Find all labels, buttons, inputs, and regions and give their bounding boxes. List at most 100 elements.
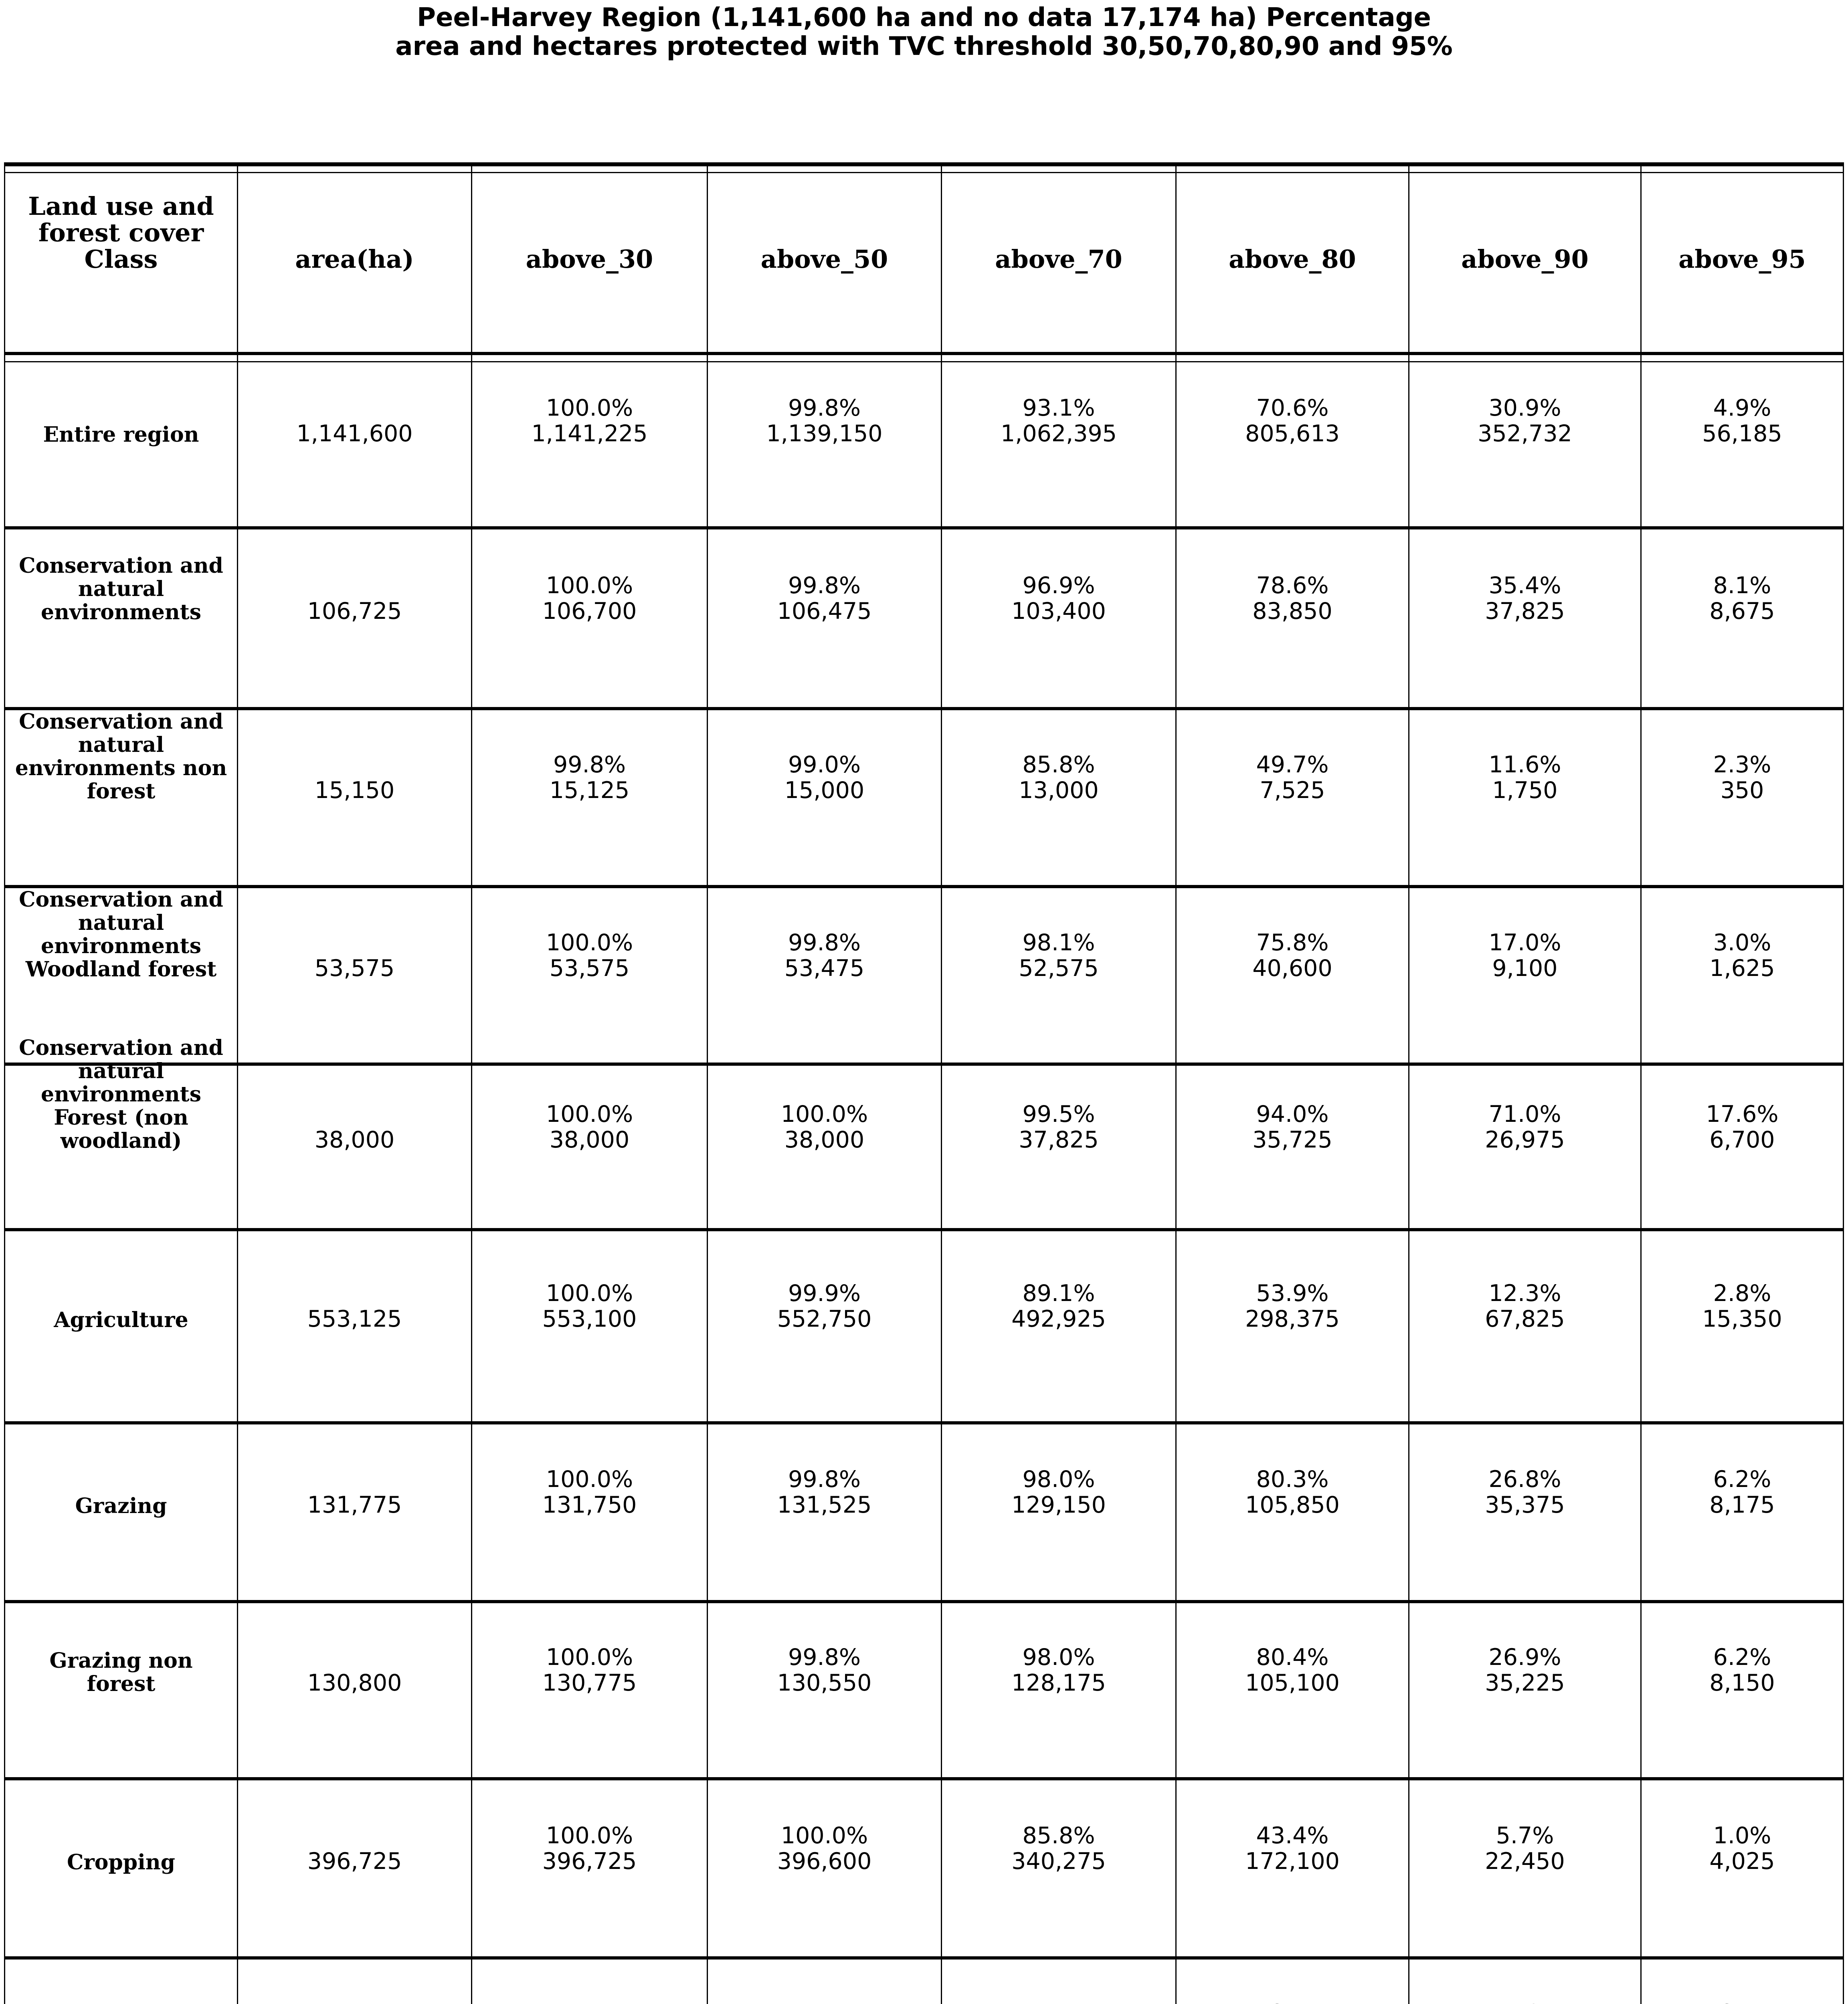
- row-5-above_90-cell: 71.0% 26,975: [1408, 1063, 1640, 1228]
- cell-anchor: 100.0% 38,000: [781, 1101, 868, 1153]
- cell-anchor: Irrigation: [64, 2000, 178, 2004]
- cell-anchor: 71.0% 26,975: [1485, 1101, 1565, 1153]
- hectares-value: 53,475: [784, 955, 865, 982]
- row-label: Grazing non forest: [49, 1648, 193, 1696]
- row-label: Conservation and natural environments Fo…: [19, 1035, 223, 1153]
- hectares-value: 1,625: [1709, 955, 1775, 982]
- row-8-area-cell: 130,800: [237, 1600, 471, 1777]
- cell-anchor: 35.4% 37,825: [1485, 573, 1565, 624]
- percent-value: 93.1%: [1022, 394, 1095, 421]
- row-5-above_70-cell: 99.5% 37,825: [941, 1063, 1175, 1228]
- percent-value: 100.0%: [781, 2000, 868, 2004]
- cell-anchor: 11.6% 1,750: [1488, 752, 1561, 803]
- header-anchor: Land use and forest cover Class: [28, 193, 214, 273]
- row-4-above_50-cell: 99.8% 53,475: [707, 885, 941, 1063]
- percent-value: 95.4%: [1022, 2000, 1095, 2004]
- row-8-above_70-cell: 98.0% 128,175: [941, 1600, 1175, 1777]
- hectares-value: 67,825: [1485, 1306, 1565, 1332]
- percent-value: 100.0%: [780, 1822, 868, 1849]
- cell-anchor: 80.4% 105,100: [1245, 1644, 1340, 1696]
- hectares-value: 8,150: [1709, 1670, 1775, 1696]
- header-cell-area(ha): area(ha): [237, 166, 471, 352]
- hectares-value: 26,975: [1485, 1126, 1565, 1153]
- percent-value: 6.2%: [1713, 1466, 1771, 1493]
- header-cell-above_80: above_80: [1175, 166, 1408, 352]
- cell-anchor: 131,775: [307, 1467, 402, 1518]
- hectares-value: 396,600: [777, 1848, 872, 1875]
- row-6-area-cell: 553,125: [237, 1228, 471, 1421]
- row-10-above_95-cell: 12.8%3,150: [1640, 1956, 1843, 2004]
- header-anchor: above_90: [1461, 246, 1589, 273]
- area-value: 131,775: [307, 1492, 402, 1518]
- cell-anchor: 26.8% 35,375: [1485, 1467, 1565, 1518]
- percent-value: 89.1%: [1022, 1280, 1095, 1307]
- percent-value: 100.0%: [546, 1466, 633, 1493]
- percent-value: 100.0%: [546, 2000, 633, 2004]
- percent-value: 99.9%: [788, 1280, 861, 1307]
- row-2-above_70-cell: 96.9% 103,400: [941, 526, 1175, 707]
- header-label: above_95: [1678, 244, 1806, 274]
- row-7-above_30-cell: 100.0% 131,750: [471, 1421, 707, 1600]
- area-value: 396,725: [307, 1848, 402, 1875]
- hectares-value: 492,925: [1011, 1306, 1106, 1332]
- cell-anchor: 85.8% 13,000: [1019, 752, 1098, 803]
- percent-value: 99.8%: [788, 1644, 861, 1671]
- hectares-value: 35,725: [1252, 1126, 1332, 1153]
- cell-anchor: 40.6%10,000: [1485, 2000, 1565, 2004]
- cell-anchor: 53,575: [315, 930, 394, 981]
- row-7-above_70-cell: 98.0% 129,150: [941, 1421, 1175, 1600]
- hectares-value: 352,732: [1478, 420, 1572, 447]
- percent-value: 80.3%: [1256, 1466, 1329, 1493]
- row-10-class-cell: Irrigation: [5, 1956, 237, 2004]
- row-label: Conservation and natural environments Wo…: [19, 887, 223, 982]
- cell-anchor: 89.1% 492,925: [1011, 1281, 1106, 1332]
- cell-anchor: 99.8% 15,125: [550, 752, 629, 803]
- header-label: area(ha): [295, 244, 414, 274]
- hectares-value: 106,475: [777, 598, 872, 624]
- cell-anchor: 2.3% 350: [1713, 752, 1771, 803]
- cell-anchor: 98.0% 129,150: [1011, 1467, 1106, 1518]
- cell-anchor: 106,725: [307, 573, 402, 624]
- cell-anchor: Agriculture: [54, 1281, 188, 1332]
- hectares-value: 103,400: [1011, 598, 1106, 624]
- cell-anchor: 80.3% 105,850: [1245, 1467, 1340, 1518]
- cell-anchor: Conservation and natural environments: [19, 554, 223, 624]
- header-label: above_50: [760, 244, 888, 274]
- cell-anchor: 82.9%20,425: [1252, 2000, 1332, 2004]
- percent-value: 71.0%: [1488, 1101, 1561, 1127]
- hectares-value: 130,775: [542, 1670, 637, 1696]
- cell-anchor: 2.8% 15,350: [1702, 1281, 1782, 1332]
- header-cell-class: Land use and forest cover Class: [5, 166, 237, 352]
- row-label: Grazing: [75, 1494, 167, 1518]
- percent-value: 82.9%: [1256, 2000, 1328, 2004]
- row-8-above_50-cell: 99.8% 130,550: [707, 1600, 941, 1777]
- hectares-value: 130,550: [777, 1670, 872, 1696]
- cell-anchor: 100.0% 553,100: [542, 1281, 637, 1332]
- row-1-class-cell: Entire region: [5, 352, 237, 526]
- row-2-above_90-cell: 35.4% 37,825: [1408, 526, 1640, 707]
- header-cell-above_90: above_90: [1408, 166, 1640, 352]
- hectares-value: 35,225: [1485, 1670, 1565, 1696]
- cell-anchor: 53.9% 298,375: [1245, 1281, 1340, 1332]
- cell-anchor: 6.2% 8,150: [1709, 1644, 1775, 1696]
- header-cell-above_70: above_70: [941, 166, 1175, 352]
- percent-value: 2.3%: [1713, 752, 1771, 778]
- row-8-class-cell: Grazing non forest: [5, 1600, 237, 1777]
- cell-anchor: 30.9% 352,732: [1478, 395, 1572, 446]
- cell-anchor: 99.8% 1,139,150: [766, 395, 882, 446]
- percent-value: 3.0%: [1713, 929, 1771, 956]
- row-3-above_50-cell: 99.0% 15,000: [707, 707, 941, 885]
- page-title: Peel-Harvey Region (1,141,600 ha and no …: [395, 3, 1453, 61]
- percent-value: 100.0%: [546, 394, 633, 421]
- row-7-class-cell: Grazing: [5, 1421, 237, 1600]
- row-4-area-cell: 53,575: [237, 885, 471, 1063]
- cell-anchor: 3.0% 1,625: [1709, 930, 1775, 981]
- row-8-above_30-cell: 100.0% 130,775: [471, 1600, 707, 1777]
- hectares-value: 298,375: [1245, 1306, 1340, 1332]
- row-6-above_80-cell: 53.9% 298,375: [1175, 1228, 1408, 1421]
- cell-anchor: 96.9% 103,400: [1011, 573, 1106, 624]
- cell-anchor: 396,725: [307, 1823, 402, 1874]
- cell-anchor: 94.0% 35,725: [1252, 1101, 1332, 1153]
- row-7-above_50-cell: 99.8% 131,525: [707, 1421, 941, 1600]
